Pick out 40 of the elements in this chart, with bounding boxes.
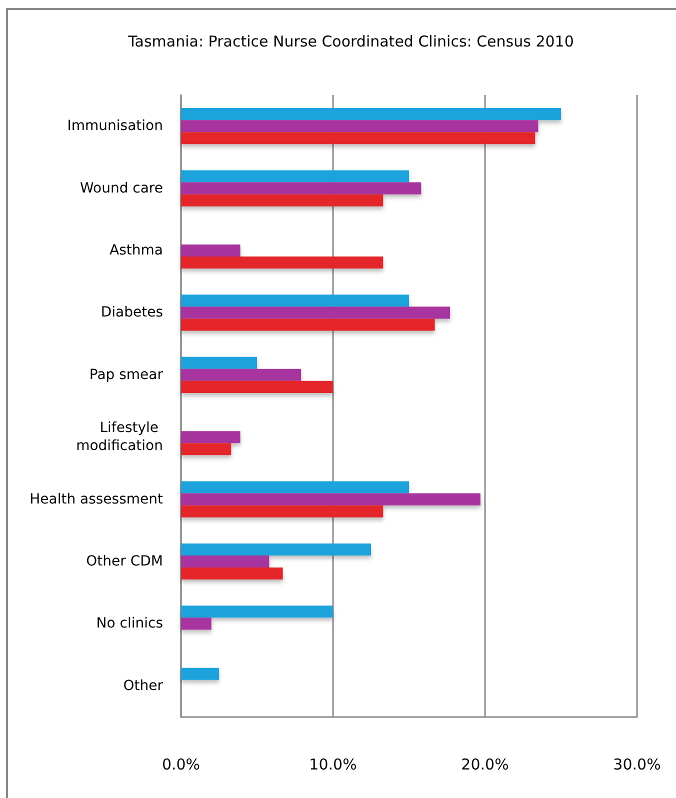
chart-title: Tasmania: Practice Nurse Coordinated Clinics: Census 2010 — [127, 32, 574, 50]
y-tick-label: Diabetes — [100, 304, 163, 321]
bar — [181, 481, 409, 494]
x-tick-label: 10.0% — [309, 756, 357, 774]
bar — [181, 182, 422, 194]
bar — [181, 306, 450, 319]
y-tick-label: Asthma — [110, 242, 163, 258]
bar — [181, 543, 371, 556]
bar — [181, 318, 435, 331]
bar — [181, 443, 232, 456]
y-tick-label: Wound care — [80, 180, 163, 196]
bar — [181, 555, 270, 568]
bar — [181, 380, 333, 393]
bar — [181, 108, 561, 120]
bar — [181, 244, 240, 257]
bar — [181, 606, 333, 618]
bar — [181, 505, 384, 518]
x-tick-label: 30.0% — [613, 756, 661, 774]
bar — [181, 294, 409, 307]
bar — [181, 493, 480, 506]
bar — [181, 194, 384, 206]
bar — [181, 368, 302, 381]
y-tick-label: No clinics — [96, 616, 163, 632]
bar — [181, 356, 257, 369]
x-tick-label: 0.0% — [162, 756, 200, 774]
bar — [181, 132, 536, 144]
y-tick-label: Lifestyle modification — [76, 420, 163, 454]
y-tick-label: Pap smear — [89, 366, 164, 383]
bar — [181, 120, 538, 132]
bar — [181, 170, 409, 182]
bar — [181, 431, 240, 444]
bar — [181, 256, 384, 269]
bar — [181, 618, 212, 630]
y-tick-label: Other CDM — [86, 554, 163, 570]
y-tick-label: Other — [123, 678, 164, 694]
y-tick-label: Immunisation — [67, 118, 163, 134]
y-tick-label: Health assessment — [30, 491, 164, 508]
bar — [181, 568, 283, 580]
x-tick-label: 20.0% — [461, 756, 509, 774]
bar — [181, 668, 219, 680]
